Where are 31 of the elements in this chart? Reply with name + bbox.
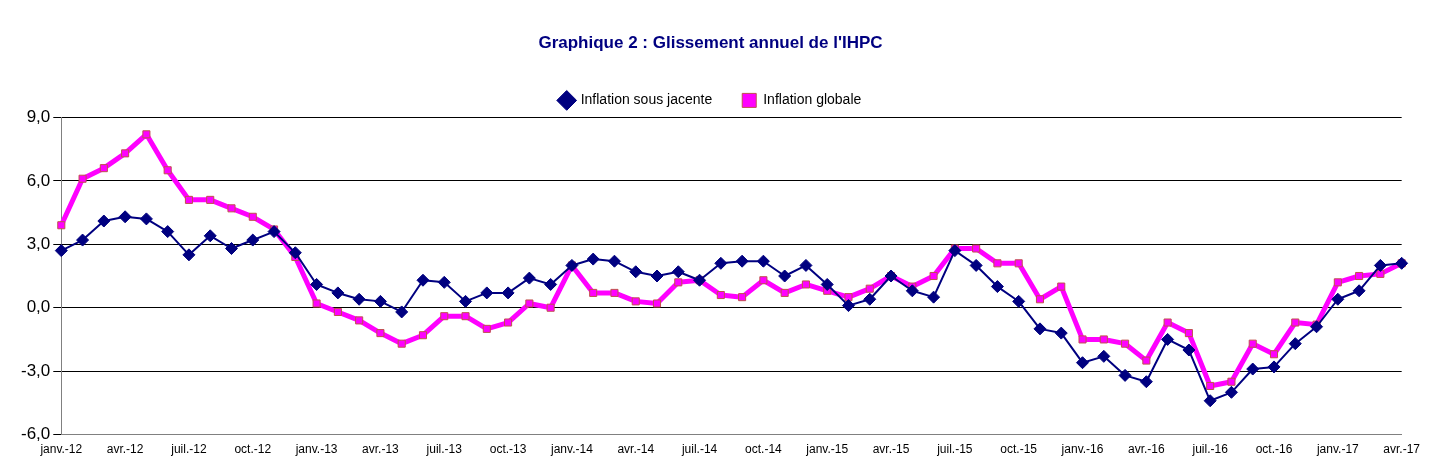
y-tick-label: -6,0 — [21, 424, 51, 444]
x-tick-label: avr.-17 — [1383, 442, 1421, 457]
x-tick-label: avr.-13 — [362, 442, 400, 457]
x-tick-label: janv.-17 — [1315, 442, 1360, 457]
y-tick-label: 6,0 — [26, 170, 51, 190]
legend-label: Inflation sous jacente — [580, 91, 713, 108]
x-tick-label: juil.-15 — [936, 442, 973, 457]
x-tick-label: juil.-16 — [1191, 442, 1229, 457]
x-tick-label: juil.-14 — [680, 442, 718, 457]
y-tick-label: -3,0 — [21, 360, 51, 380]
x-tick-label: oct.-14 — [745, 442, 783, 457]
x-tick-label: juil.-12 — [170, 442, 207, 457]
chart-title: Graphique 2 : Glissement annuel de l'IHPC — [538, 32, 883, 52]
x-tick-label: avr.-15 — [872, 442, 910, 457]
x-tick-label: oct.-15 — [1000, 442, 1038, 457]
x-tick-label: janv.-13 — [294, 442, 338, 457]
x-tick-label: janv.-15 — [805, 442, 849, 457]
x-tick-label: janv.-16 — [1060, 442, 1104, 457]
y-tick-label: 3,0 — [26, 233, 51, 253]
x-tick-label: oct.-13 — [489, 442, 527, 457]
x-tick-label: janv.-12 — [39, 442, 83, 457]
y-tick-label: 9,0 — [26, 107, 51, 127]
y-tick-label: 0,0 — [26, 297, 51, 317]
x-tick-label: janv.-14 — [550, 442, 594, 457]
x-tick-label: oct.-12 — [234, 442, 272, 457]
x-tick-label: avr.-14 — [617, 442, 655, 457]
x-tick-label: avr.-16 — [1128, 442, 1166, 457]
x-tick-label: juil.-13 — [425, 442, 463, 457]
x-tick-label: oct.-16 — [1255, 442, 1293, 457]
legend-label: Inflation globale — [763, 91, 862, 108]
x-tick-label: avr.-12 — [106, 442, 144, 457]
